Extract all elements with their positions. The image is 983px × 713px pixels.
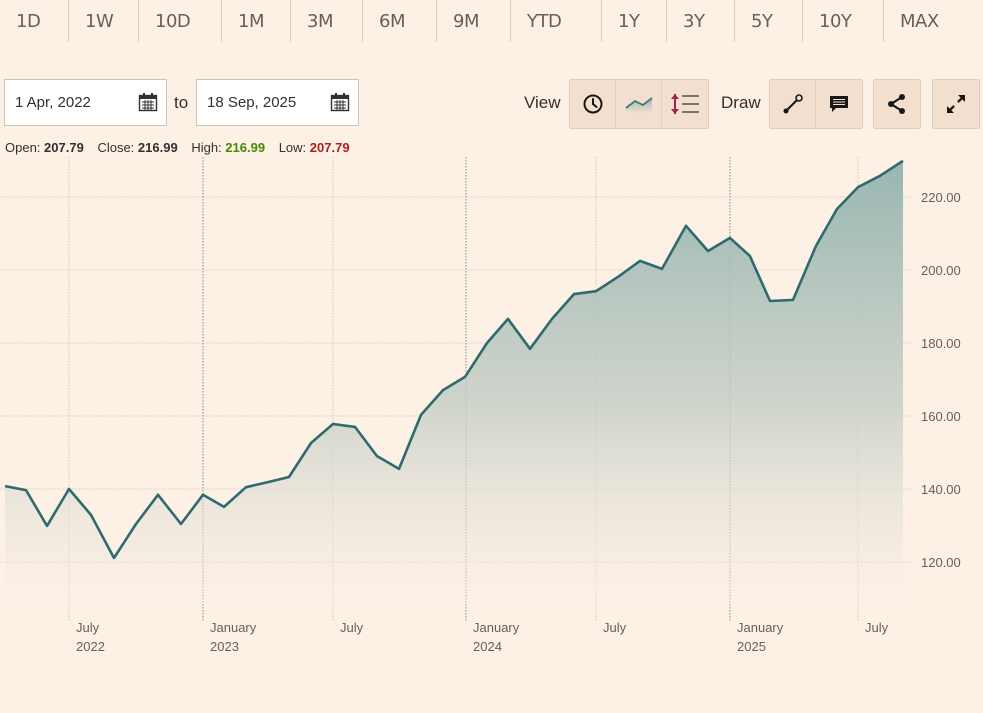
draw-line-button[interactable] (770, 80, 816, 128)
share-button[interactable] (874, 80, 920, 128)
open-label: Open: (5, 140, 41, 155)
x-tick-label: July (76, 620, 100, 635)
x-tick-label: July (603, 620, 627, 635)
calendar-icon[interactable] (138, 92, 158, 112)
chart-type-button[interactable] (616, 80, 662, 128)
range-button-3y[interactable]: 3Y (667, 0, 735, 42)
share-button-group (873, 79, 921, 129)
y-tick-label: 220.00 (921, 190, 961, 205)
x-tick-year: 2025 (737, 639, 766, 654)
x-tick-year: 2022 (76, 639, 105, 654)
low-label: Low: (278, 140, 307, 155)
fullscreen-button-group (932, 79, 980, 129)
from-date-value: 1 Apr, 2022 (15, 94, 91, 111)
share-icon (888, 94, 905, 114)
x-tick-year: 2023 (210, 639, 239, 654)
x-tick-label: January (473, 620, 520, 635)
fullscreen-button[interactable] (933, 80, 979, 128)
view-button-group (569, 79, 709, 129)
high-value: 216.99 (225, 140, 266, 155)
range-button-ytd[interactable]: YTD (511, 0, 602, 42)
y-tick-label: 180.00 (921, 336, 961, 351)
price-chart[interactable]: 120.00 140.00 160.00 180.00 200.00 220.00 Jul… (0, 155, 983, 713)
range-button-9m[interactable]: 9M (437, 0, 511, 42)
range-selector: 1D 1W 10D 1M 3M 6M 9M YTD 1Y 3Y 5Y 10Y MAX (0, 0, 983, 42)
range-button-1y[interactable]: 1Y (602, 0, 667, 42)
line-chart-icon (624, 97, 653, 113)
to-label: to (174, 93, 189, 112)
ohlc-summary: Open: 207.79 Close: 216.99 High: 216.99 … (5, 140, 360, 155)
indicator-icon (671, 94, 699, 114)
range-button-1d[interactable]: 1D (0, 0, 69, 42)
annotation-icon (830, 96, 848, 112)
draw-line-icon (783, 94, 803, 114)
close-label: Close: (97, 140, 135, 155)
draw-label: Draw (721, 93, 761, 112)
view-label: View (524, 93, 561, 112)
x-tick-label: July (865, 620, 889, 635)
y-tick-label: 200.00 (921, 263, 961, 278)
range-button-1w[interactable]: 1W (69, 0, 139, 42)
fullscreen-icon (947, 95, 965, 113)
x-tick-label: January (210, 620, 257, 635)
y-tick-label: 160.00 (921, 409, 961, 424)
range-button-5y[interactable]: 5Y (735, 0, 803, 42)
low-value: 207.79 (309, 140, 350, 155)
range-button-6m[interactable]: 6M (363, 0, 437, 42)
range-button-max[interactable]: MAX (900, 10, 939, 32)
to-date-input[interactable]: 18 Sep, 2025 (196, 79, 359, 126)
annotation-button[interactable] (816, 80, 862, 128)
high-label: High: (191, 140, 222, 155)
calendar-icon[interactable] (330, 92, 350, 112)
x-axis-labels: July 2022 January 2023 July January 2024 July Ja… (76, 620, 889, 654)
price-line (4, 159, 904, 560)
x-tick-label: January (737, 620, 784, 635)
indicators-button[interactable] (662, 80, 708, 128)
time-button[interactable] (570, 80, 616, 128)
open-value: 207.79 (44, 140, 84, 155)
x-tick-label: July (340, 620, 364, 635)
range-button-3m[interactable]: 3M (291, 0, 363, 42)
y-tick-label: 140.00 (921, 482, 961, 497)
draw-button-group (769, 79, 863, 129)
from-date-input[interactable]: 1 Apr, 2022 (4, 79, 167, 126)
close-value: 216.99 (137, 140, 178, 155)
range-button-10y[interactable]: 10Y (803, 0, 884, 42)
range-button-10d[interactable]: 10D (139, 0, 222, 42)
range-button-1m[interactable]: 1M (222, 0, 291, 42)
x-tick-year: 2024 (473, 639, 502, 654)
to-date-value: 18 Sep, 2025 (207, 94, 297, 111)
y-axis-labels: 120.00 140.00 160.00 180.00 200.00 220.00 (921, 190, 961, 570)
price-area (5, 160, 903, 605)
clock-icon (583, 94, 602, 114)
y-tick-label: 120.00 (921, 555, 961, 570)
